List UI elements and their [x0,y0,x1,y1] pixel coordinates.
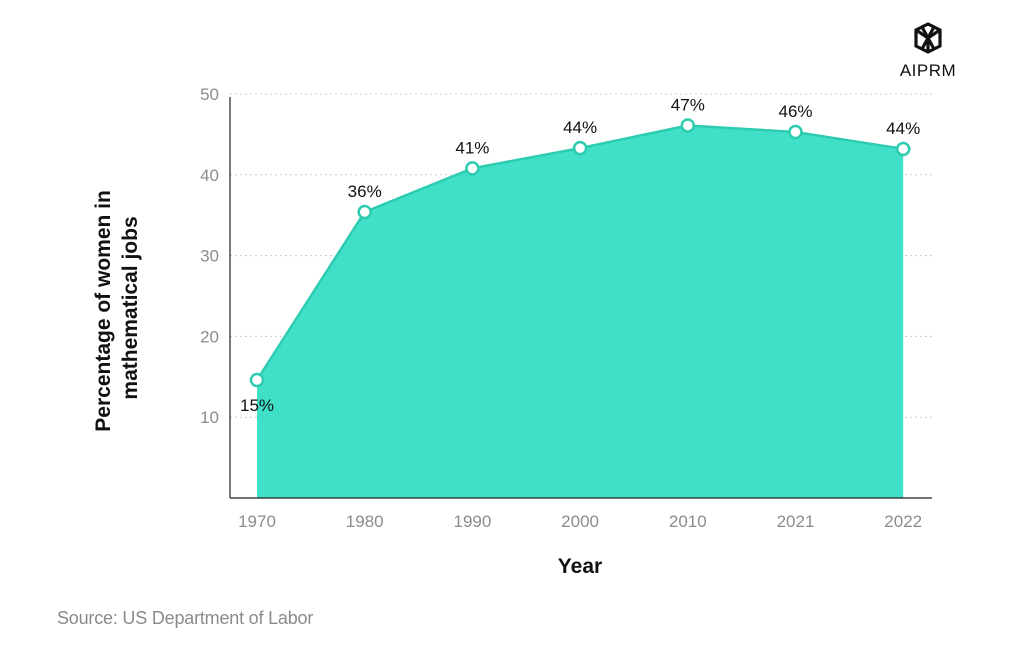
data-label: 36% [348,182,382,201]
data-labels: 15% 36% 41% 44% 47% 46% 44% [240,96,920,416]
source-note: Source: US Department of Labor [57,608,314,628]
y-tick-label: 20 [200,327,219,346]
data-label: 44% [563,118,597,137]
y-axis-title-line-1: Percentage of women in [92,190,115,432]
y-tick-label: 30 [200,247,219,266]
data-point [680,118,696,133]
x-tick-label: 1980 [346,512,384,531]
y-tick-labels: 10 20 30 40 50 [200,85,219,427]
data-point [788,124,803,140]
data-label: 46% [778,102,812,121]
y-tick-label: 10 [200,408,219,427]
x-tick-label: 2000 [561,512,599,531]
data-label: 41% [455,138,489,157]
x-tick-label: 2010 [669,512,707,531]
data-point [895,141,911,157]
data-point [465,161,480,176]
data-label: 47% [671,96,705,115]
data-label: 44% [886,119,920,138]
data-label: 15% [240,396,274,415]
x-tick-label: 1990 [453,512,491,531]
x-axis-title: Year [558,555,602,578]
axes [229,97,932,499]
x-tick-label: 2021 [777,512,815,531]
y-tick-label: 40 [200,166,219,185]
x-tick-labels: 1970 1980 1990 2000 2010 2021 2022 [238,512,922,531]
y-tick-label: 50 [200,85,219,104]
data-points [249,118,911,388]
brand-name: AIPRM [899,61,957,80]
x-tick-label: 1970 [238,512,276,531]
data-point [572,140,588,156]
area-series-fill [257,125,904,498]
y-axis-title-line-2: mathematical jobs [119,216,142,399]
brand-logo: AIPRM [878,22,978,81]
data-point [249,372,265,388]
data-point [357,204,372,220]
aiprm-logo-icon [914,22,942,54]
y-axis-title: Percentage of women in mathematical jobs [92,184,142,431]
x-tick-label: 2022 [884,512,922,531]
